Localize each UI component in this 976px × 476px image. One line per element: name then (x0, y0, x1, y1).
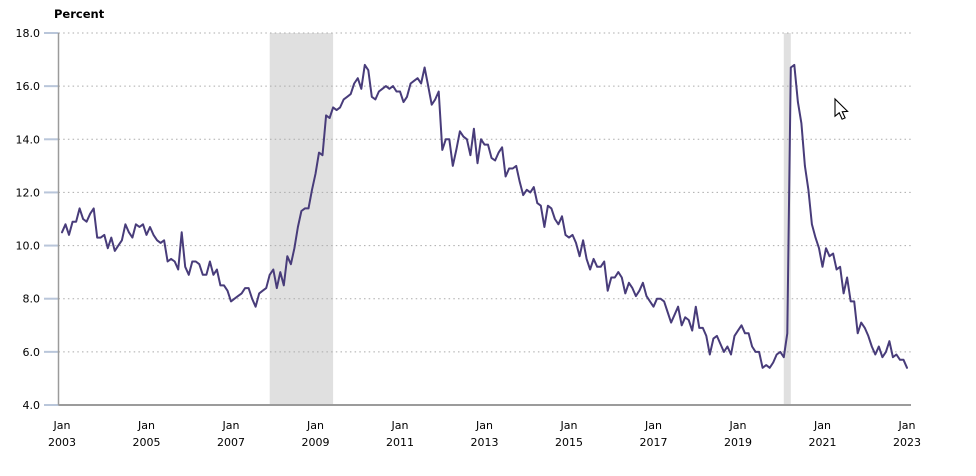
y-axis-label: 4.0 (23, 399, 41, 412)
y-axis-label: 18.0 (16, 27, 41, 40)
x-axis-label-year: 2003 (48, 436, 76, 449)
x-axis-label-month: Jan (391, 419, 409, 432)
y-axis-label: 8.0 (23, 293, 41, 306)
x-axis-label-year: 2007 (217, 436, 245, 449)
y-axis-label: 16.0 (16, 80, 41, 93)
x-axis-label-year: 2005 (133, 436, 161, 449)
x-axis-label-month: Jan (898, 419, 916, 432)
recession-band (269, 33, 334, 405)
x-axis-label-year: 2017 (640, 436, 668, 449)
x-axis-label-month: Jan (53, 419, 71, 432)
x-axis-label-month: Jan (222, 419, 240, 432)
x-axis-label-year: 2009 (302, 436, 330, 449)
x-axis-label-month: Jan (475, 419, 493, 432)
data-line (61, 63, 908, 369)
y-axis-label: 12.0 (16, 186, 41, 199)
x-axis-label-year: 2013 (471, 436, 499, 449)
y-axis-label: 14.0 (16, 133, 41, 146)
plot-area: 18.0 16.0 14.0 12.0 10.0 8.0 6.0 4.0 Jan 2003 Jan 2… (16, 27, 922, 449)
x-axis-label-year: 2019 (724, 436, 752, 449)
x-axis-label-month: Jan (306, 419, 324, 432)
x-axis-label-month: Jan (137, 419, 155, 432)
x-axis-label-month: Jan (729, 419, 747, 432)
x-axis-label-year: 2021 (809, 436, 837, 449)
x-axis-label-month: Jan (813, 419, 831, 432)
recession-band (783, 33, 791, 405)
x-axis-label-month: Jan (560, 419, 578, 432)
x-axis-label-month: Jan (644, 419, 662, 432)
x-axis-label-year: 2011 (386, 436, 414, 449)
y-axis-label: 10.0 (16, 240, 41, 253)
x-axis-label-year: 2015 (555, 436, 583, 449)
y-axis-label: 6.0 (23, 346, 41, 359)
y-axis-title: Percent (54, 7, 105, 21)
mouse-cursor (834, 97, 849, 120)
x-axis-label-year: 2023 (893, 436, 921, 449)
